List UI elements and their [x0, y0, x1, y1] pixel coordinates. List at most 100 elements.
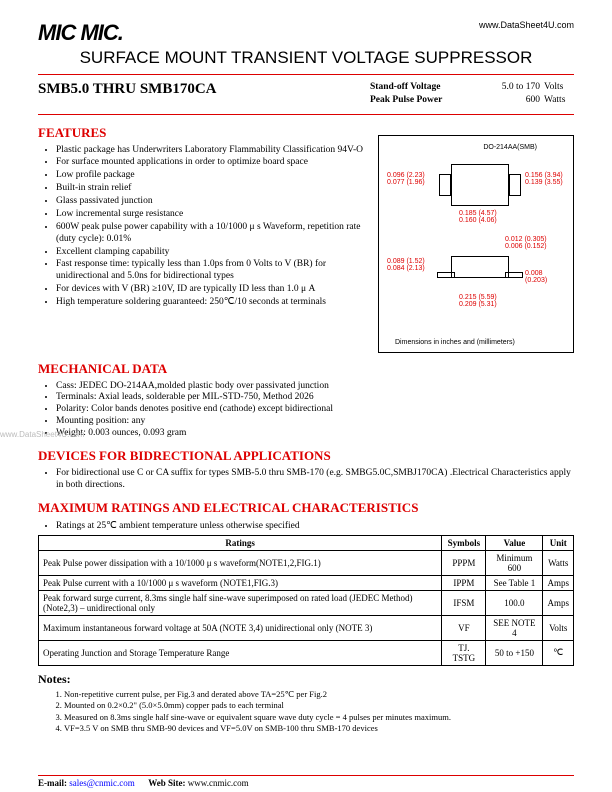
key-specs: Stand-off Voltage5.0 to 170Volts Peak Pu… — [370, 81, 574, 108]
list-item: Weight: 0.003 ounces, 0.093 gram — [56, 428, 574, 440]
divider-red-bottom — [38, 114, 574, 115]
list-item: Fast response time: typically less than … — [56, 259, 368, 283]
list-item: Cass: JEDEC DO-214AA,molded plastic body… — [56, 381, 574, 393]
table-cell: Peak Pulse current with a 10/1000 μ s wa… — [39, 575, 442, 590]
diagram-dim: 0.012 (0.305) 0.006 (0.152) — [505, 236, 547, 250]
table-cell: VF — [442, 615, 486, 640]
table-cell: 100.0 — [486, 590, 543, 615]
spec-value: 600 — [470, 94, 540, 107]
table-cell: See Table 1 — [486, 575, 543, 590]
list-item: Polarity: Color bands denotes positive e… — [56, 404, 574, 416]
table-header: Unit — [543, 535, 574, 550]
mechanical-list: Cass: JEDEC DO-214AA,molded plastic body… — [38, 381, 574, 440]
list-item: For surface mounted applications in orde… — [56, 157, 368, 169]
bidir-title: DEVICES FOR BIDRECTIONAL APPLICATIONS — [38, 448, 574, 464]
site-url: www.cnmic.com — [188, 778, 249, 788]
spec-value: 5.0 to 170 — [470, 81, 540, 94]
table-cell: ℃ — [543, 640, 574, 665]
diagram-lead — [505, 272, 523, 278]
table-row: Ratings Symbols Value Unit — [39, 535, 574, 550]
table-cell: IFSM — [442, 590, 486, 615]
table-cell: SEE NOTE 4 — [486, 615, 543, 640]
table-header: Value — [486, 535, 543, 550]
table-cell: Operating Junction and Storage Temperatu… — [39, 640, 442, 665]
list-item: Low incremental surge resistance — [56, 209, 368, 221]
list-item: Non-repetitive current pulse, per Fig.3 … — [64, 689, 574, 700]
divider-red-top — [38, 74, 574, 75]
list-item: For bidirectional use C or CA suffix for… — [56, 468, 574, 492]
spec-unit: Watts — [540, 94, 574, 107]
notes-title: Notes: — [38, 672, 574, 687]
list-item: Plastic package has Underwriters Laborat… — [56, 145, 368, 157]
email-link[interactable]: sales@cnmic.com — [69, 778, 135, 788]
spec-label: Peak Pulse Power — [370, 94, 470, 107]
list-item: Low profile package — [56, 170, 368, 182]
table-cell: Peak Pulse power dissipation with a 10/1… — [39, 550, 442, 575]
bidir-list: For bidirectional use C or CA suffix for… — [38, 468, 574, 492]
diagram-dim: 0.156 (3.94) 0.139 (3.55) — [525, 172, 563, 186]
table-header: Symbols — [442, 535, 486, 550]
diagram-lead — [437, 272, 455, 278]
part-range: SMB5.0 THRU SMB170CA — [38, 81, 217, 98]
diagram-label: DO-214AA(SMB) — [483, 144, 537, 151]
table-cell: Amps — [543, 590, 574, 615]
email-label: E-mail: — [38, 778, 67, 788]
topbar: MIC MIC. www.DataSheet4U.com — [38, 20, 574, 46]
table-cell: PPPM — [442, 550, 486, 575]
list-item: Ratings at 25℃ ambient temperature unles… — [56, 520, 574, 531]
diagram-dim: 0.096 (2.23) 0.077 (1.96) — [387, 172, 425, 186]
table-cell: Minimum 600 — [486, 550, 543, 575]
list-item: Measured on 8.3ms single half sine-wave … — [64, 712, 574, 723]
maxratings-title: MAXIMUM RATINGS AND ELECTRICAL CHARACTER… — [38, 500, 574, 516]
features-title: FEATURES — [38, 125, 368, 141]
source-url: www.DataSheet4U.com — [479, 20, 574, 30]
diagram-dim: 0.008 (0.203) — [525, 270, 547, 284]
table-cell: Peak forward surge current, 8.3ms single… — [39, 590, 442, 615]
logo: MIC MIC. — [38, 20, 123, 46]
diagram-caption: Dimensions in inches and (millimeters) — [395, 339, 515, 346]
spec-unit: Volts — [540, 81, 574, 94]
part-band: SMB5.0 THRU SMB170CA Stand-off Voltage5.… — [38, 77, 574, 112]
list-item: VF=3.5 V on SMB thru SMB-90 devices and … — [64, 723, 574, 734]
table-cell: TJ. TSTG — [442, 640, 486, 665]
table-cell: Watts — [543, 550, 574, 575]
list-item: 600W peak pulse power capability with a … — [56, 222, 368, 246]
diagram-dim: 0.185 (4.57) 0.160 (4.06) — [459, 210, 497, 224]
ratings-table: Ratings Symbols Value Unit Peak Pulse po… — [38, 535, 574, 666]
list-item: Mounted on 0.2×0.2" (5.0×5.0mm) copper p… — [64, 700, 574, 711]
diagram-lead — [439, 174, 451, 196]
table-row: Peak forward surge current, 8.3ms single… — [39, 590, 574, 615]
list-item: Built-in strain relief — [56, 183, 368, 195]
list-item: Excellent clamping capability — [56, 247, 368, 259]
notes-list: Non-repetitive current pulse, per Fig.3 … — [38, 689, 574, 735]
package-diagram: DO-214AA(SMB) 0.096 (2.23) 0.077 (1.96) … — [378, 135, 574, 353]
list-item: Terminals: Axial leads, solderable per M… — [56, 392, 574, 404]
diagram-lead — [509, 174, 521, 196]
table-row: Peak Pulse power dissipation with a 10/1… — [39, 550, 574, 575]
table-cell: Amps — [543, 575, 574, 590]
list-item: High temperature soldering guaranteed: 2… — [56, 297, 368, 309]
diagram-body-top — [451, 164, 509, 206]
table-row: Operating Junction and Storage Temperatu… — [39, 640, 574, 665]
list-item: Glass passivated junction — [56, 196, 368, 208]
table-cell: 50 to +150 — [486, 640, 543, 665]
table-row: Maximum instantaneous forward voltage at… — [39, 615, 574, 640]
table-row: Peak Pulse current with a 10/1000 μ s wa… — [39, 575, 574, 590]
list-item: For devices with V (BR) ≥10V, ID are typ… — [56, 284, 368, 296]
table-header: Ratings — [39, 535, 442, 550]
list-item: Mounting position: any — [56, 416, 574, 428]
main-title: SURFACE MOUNT TRANSIENT VOLTAGE SUPPRESS… — [38, 48, 574, 68]
diagram-body-side — [451, 256, 509, 278]
spec-label: Stand-off Voltage — [370, 81, 470, 94]
mechanical-title: MECHANICAL DATA — [38, 361, 574, 377]
maxratings-intro: Ratings at 25℃ ambient temperature unles… — [38, 520, 574, 531]
watermark: www.DataSheet4U.com — [0, 430, 84, 439]
table-cell: Maximum instantaneous forward voltage at… — [39, 615, 442, 640]
footer: E-mail: sales@cnmic.com Web Site: www.cn… — [38, 775, 574, 788]
diagram-dim: 0.215 (5.59) 0.209 (5.31) — [459, 294, 497, 308]
site-label: Web Site: — [148, 778, 185, 788]
table-cell: IPPM — [442, 575, 486, 590]
diagram-dim: 0.089 (1.52) 0.084 (2.13) — [387, 258, 425, 272]
features-list: Plastic package has Underwriters Laborat… — [38, 145, 368, 309]
table-cell: Volts — [543, 615, 574, 640]
